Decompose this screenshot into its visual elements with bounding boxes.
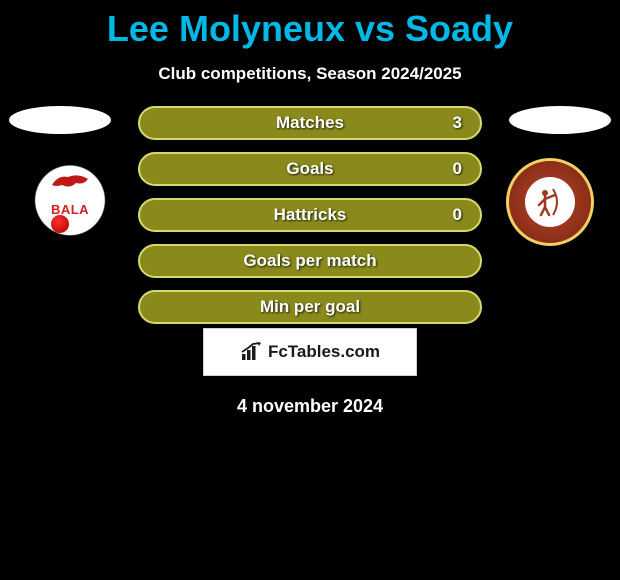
dragon-icon: [48, 171, 92, 191]
badge-left-label: BALA: [51, 202, 89, 217]
stat-rows: Matches 3 Goals 0 Hattricks 0 Goals per …: [138, 106, 482, 336]
stat-value: 3: [453, 113, 462, 133]
stat-value: 0: [453, 159, 462, 179]
stat-row: Min per goal: [138, 290, 482, 324]
stat-row: Goals per match: [138, 244, 482, 278]
stat-label: Matches: [276, 113, 344, 133]
stat-label: Goals: [286, 159, 333, 179]
stat-value: 0: [453, 205, 462, 225]
player-right-avatar: [509, 106, 611, 134]
player-left-avatar: [9, 106, 111, 134]
date-label: 4 november 2024: [0, 396, 620, 417]
badge-left-inner: BALA: [29, 161, 111, 243]
stat-label: Min per goal: [260, 297, 360, 317]
page-title: Lee Molyneux vs Soady: [0, 0, 620, 50]
club-badge-left: BALA: [26, 158, 114, 246]
stat-row: Goals 0: [138, 152, 482, 186]
archer-icon: [533, 185, 567, 219]
badge-right-inner: [525, 177, 575, 227]
stat-label: Hattricks: [274, 205, 347, 225]
subtitle: Club competitions, Season 2024/2025: [0, 64, 620, 84]
stat-label: Goals per match: [243, 251, 376, 271]
chart-icon: [240, 342, 264, 362]
stat-row: Matches 3: [138, 106, 482, 140]
ball-icon: [51, 215, 69, 233]
club-badge-right: [506, 158, 594, 246]
stat-row: Hattricks 0: [138, 198, 482, 232]
site-logo-text: FcTables.com: [268, 342, 380, 362]
